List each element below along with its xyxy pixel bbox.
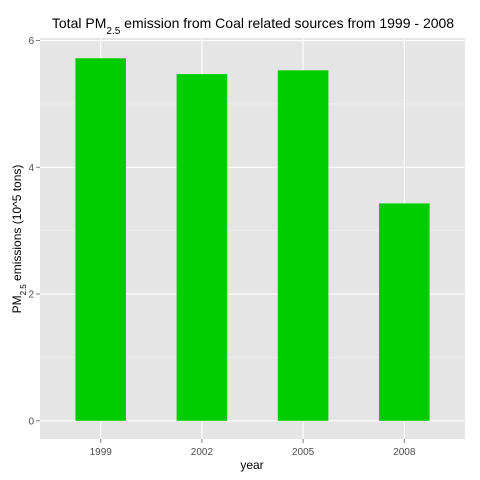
- x-tick-label: 2005: [292, 447, 315, 458]
- x-tick-label: 2008: [393, 447, 416, 458]
- y-axis-ticks: 0 2 4 6: [28, 36, 40, 427]
- x-tick-label: 2002: [191, 447, 214, 458]
- y-axis-title: PM2.5 emissions (10^5 tons): [10, 165, 28, 314]
- y-axis-title-subscript: 2.5: [19, 284, 28, 296]
- y-tick-label: 0: [28, 416, 34, 427]
- y-tick-label: 2: [28, 290, 34, 301]
- x-axis-ticks: 1999 2002 2005 2008: [90, 439, 416, 458]
- bar-2005: [277, 70, 329, 421]
- chart-title-subscript: 2.5: [106, 26, 120, 37]
- x-tick-label: 1999: [90, 447, 113, 458]
- bar-2008: [378, 203, 430, 421]
- chart-title: Total PM2.5 emission from Coal related s…: [52, 15, 454, 37]
- bar-2002: [176, 74, 228, 421]
- bar-1999: [75, 58, 127, 421]
- y-tick-label: 6: [28, 36, 34, 47]
- y-tick-label: 4: [28, 163, 34, 174]
- x-axis-title: year: [240, 458, 263, 472]
- bars: [75, 58, 430, 421]
